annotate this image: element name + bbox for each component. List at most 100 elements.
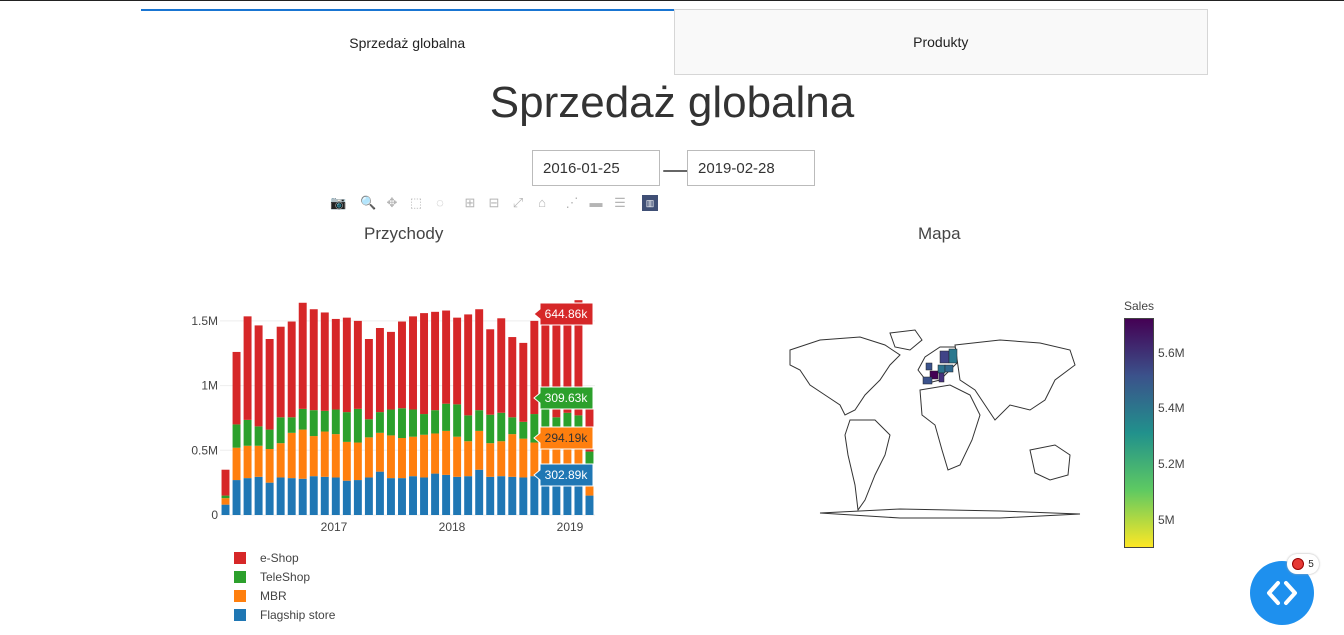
australia-shape <box>1029 444 1071 481</box>
y-tick-label: 1.5M <box>191 314 218 328</box>
bar-segment <box>331 477 340 515</box>
bar-segment <box>464 476 473 515</box>
bar-segment <box>342 317 351 413</box>
autoscale-icon[interactable]: ⤢ <box>512 195 524 210</box>
bar-segment <box>431 433 440 474</box>
zoom-icon[interactable]: 🔍 <box>360 195 377 210</box>
colorbar-tick: 5.2M <box>1158 457 1185 471</box>
bar-segment <box>442 474 451 515</box>
bar-segment <box>232 480 241 515</box>
chart-legend: e-Shop TeleShop MBR Flagship store <box>234 548 335 624</box>
bar-segment <box>464 415 473 442</box>
box-select-icon[interactable]: ⬚ <box>409 195 423 210</box>
tab-products[interactable]: Produkty <box>673 9 1208 75</box>
bar-segment <box>530 414 539 443</box>
hover-label-text: 294.19k <box>545 431 589 445</box>
hover-label-box <box>533 463 594 487</box>
bar-segment <box>375 328 384 413</box>
country-scandinavia <box>939 350 950 364</box>
bar-segment <box>232 447 241 481</box>
reset-axes-icon[interactable]: ⌂ <box>538 195 546 210</box>
bar-segment <box>298 478 307 515</box>
bar-segment <box>431 473 440 515</box>
bar-segment <box>497 476 506 515</box>
bar-segment <box>563 311 572 413</box>
bar-segment <box>353 408 362 443</box>
plot-modebar: 📷 🔍 ✥ ⬚ ◌ ⊞ ⊟ ⤢ ⌂ ⋰ ▬ ☰ ▥ <box>330 194 666 212</box>
bar-segment <box>398 438 406 479</box>
pan-icon[interactable]: ✥ <box>386 195 398 210</box>
start-date-input[interactable] <box>532 150 660 186</box>
bar-segment <box>287 417 296 433</box>
bar-segment <box>364 477 373 515</box>
bar-segment <box>243 445 252 479</box>
legend-label: MBR <box>260 588 287 603</box>
bar-segment <box>398 321 406 409</box>
hover-label-box <box>533 302 594 326</box>
camera-icon[interactable]: 📷 <box>330 195 347 210</box>
colorbar-tick: 5.6M <box>1158 346 1185 360</box>
bar-segment <box>486 414 495 444</box>
bar-segment <box>375 471 384 515</box>
bar-segment <box>508 337 517 418</box>
bar-segment <box>409 476 417 515</box>
bar-segment <box>475 469 484 515</box>
colorbar <box>1124 318 1154 548</box>
bar-segment <box>276 326 285 418</box>
spike-lines-icon[interactable]: ⋰ <box>565 195 579 210</box>
zoom-in-icon[interactable]: ⊞ <box>464 195 476 210</box>
bar-segment <box>420 313 429 415</box>
bar-segment <box>486 329 495 415</box>
hover-compare-icon[interactable]: ☰ <box>614 195 626 210</box>
legend-item-mbr[interactable]: MBR <box>234 586 335 605</box>
hover-label-box <box>533 426 594 450</box>
bar-segment <box>342 412 351 442</box>
bar-segment <box>287 321 296 418</box>
tab-global-sales[interactable]: Sprzedaż globalna <box>141 9 674 75</box>
error-count: 5 <box>1308 558 1314 570</box>
revenue-bar-chart[interactable]: 0 0.5M 1M 1.5M 2017 2018 2019 644.86k 309.63k 294… <box>150 290 620 535</box>
bar-segment <box>243 478 252 515</box>
bar-segment <box>552 474 561 515</box>
legend-item-teleshop[interactable]: TeleShop <box>234 567 335 586</box>
hover-closest-icon[interactable]: ▬ <box>589 195 603 210</box>
hover-label-text: 309.63k <box>545 391 589 405</box>
bar-segment <box>409 409 417 437</box>
legend-label: e-Shop <box>260 550 299 565</box>
code-brackets-icon <box>1267 581 1297 605</box>
asia-shape <box>954 339 1076 421</box>
legend-item-flagship[interactable]: Flagship store <box>234 605 335 624</box>
bar-segment <box>320 312 329 411</box>
bar-segment <box>309 309 318 411</box>
bar-segment <box>386 331 395 410</box>
page-title: Sprzedaż globalna <box>489 78 855 127</box>
bar-segment <box>298 302 307 409</box>
bar-segment <box>574 442 583 476</box>
bar-segment <box>409 436 417 477</box>
hover-label-text: 644.86k <box>545 307 589 321</box>
bar-segment <box>420 477 429 515</box>
colorbar-tick: 5.4M <box>1158 401 1185 415</box>
bar-segment <box>475 410 484 431</box>
bar-segment <box>420 434 429 478</box>
bar-segment <box>298 408 307 430</box>
bar-segment <box>464 314 473 416</box>
y-tick-label: 1M <box>201 379 218 393</box>
bar-segment <box>530 320 539 415</box>
country-nordic <box>948 348 958 364</box>
lasso-icon[interactable]: ◌ <box>436 195 444 210</box>
end-date-input[interactable] <box>687 150 815 186</box>
legend-item-eshop[interactable]: e-Shop <box>234 548 335 567</box>
zoom-out-icon[interactable]: ⊟ <box>488 195 500 210</box>
bar-segment <box>585 495 594 515</box>
plotly-logo-icon[interactable]: ▥ <box>642 195 658 211</box>
bar-segment <box>364 339 373 420</box>
bar-segment <box>243 419 252 446</box>
bar-segment <box>552 318 561 418</box>
bar-segment <box>497 441 506 477</box>
error-count-badge[interactable]: 5 <box>1287 554 1319 574</box>
bar-segment <box>420 414 429 435</box>
y-tick-label: 0 <box>211 508 218 522</box>
africa-shape <box>919 384 981 471</box>
world-map[interactable] <box>750 325 1110 525</box>
